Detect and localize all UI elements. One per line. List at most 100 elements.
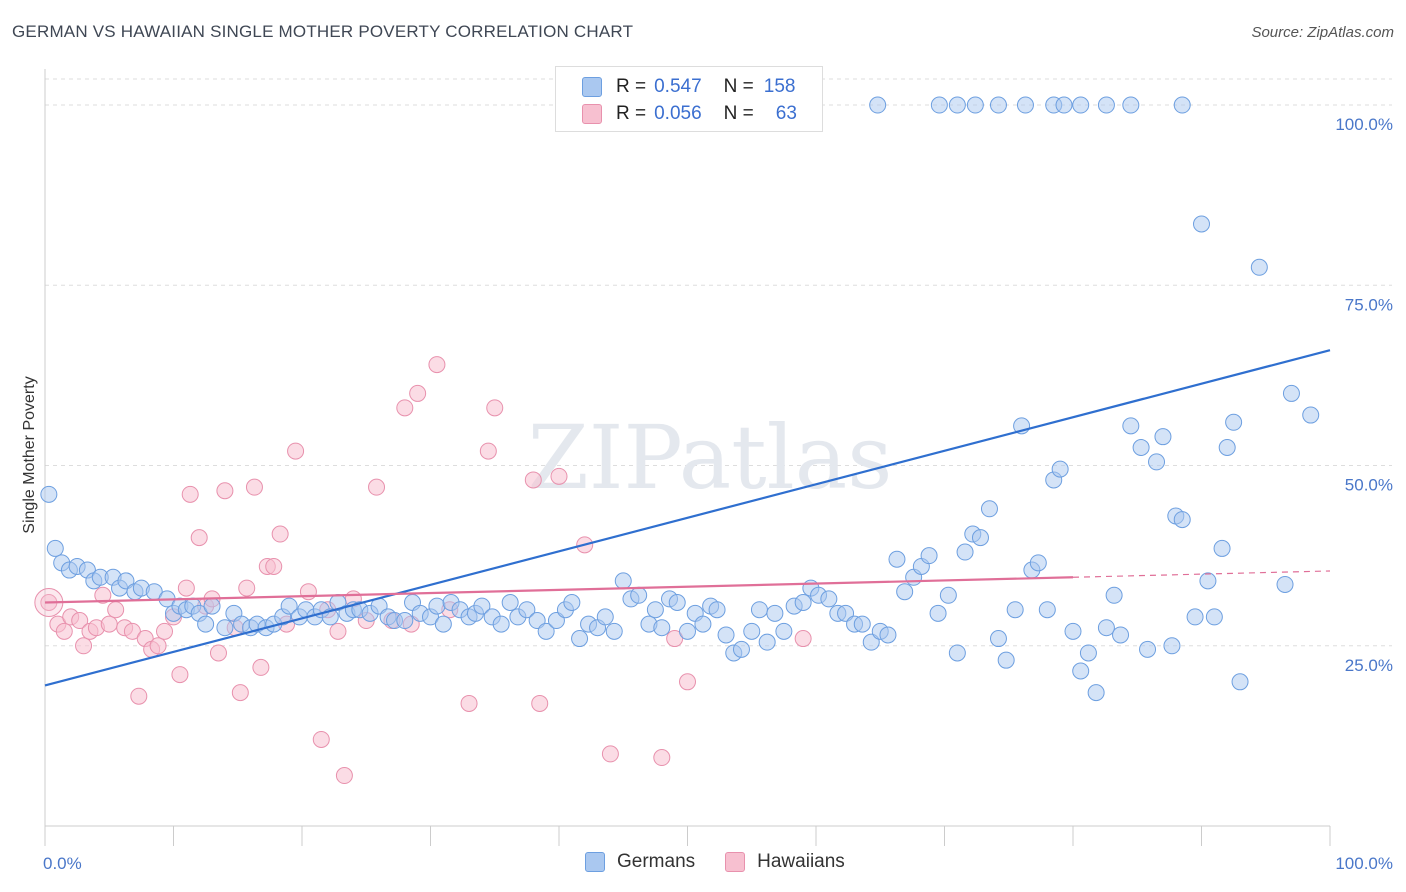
germans-point (708, 601, 726, 619)
hawaiians-point (209, 644, 227, 662)
hawaiians-point (335, 767, 353, 785)
germans-point (596, 608, 614, 626)
germans-point (1282, 384, 1300, 402)
hawaiians-point (679, 673, 696, 691)
hawaiians-point (55, 622, 73, 640)
legend-item-hawaiians[interactable]: Hawaiians (725, 851, 845, 873)
hawaiians-point (216, 482, 234, 500)
hawaiians-point (368, 478, 386, 496)
germans-point (1055, 96, 1073, 114)
hawaiians-point (299, 583, 317, 601)
hawaiians-n-label: N = (723, 103, 754, 124)
axes (44, 69, 1331, 846)
hawaiians-point (231, 684, 249, 702)
y-axis-label: Single Mother Poverty (21, 376, 38, 533)
legend-row-hawaiians: R = 0.056 N = 63 (582, 101, 797, 127)
hawaiians-point (666, 630, 684, 648)
hawaiians-point (794, 630, 812, 648)
germans-point (920, 547, 938, 565)
germans-point (1072, 662, 1090, 680)
germans-point (1038, 601, 1056, 619)
germans-legend-swatch (585, 852, 605, 872)
germans-point (948, 644, 966, 662)
legend-item-germans[interactable]: Germans (585, 851, 695, 873)
germans-point (1193, 215, 1210, 233)
germans-n-value: 158 (763, 76, 796, 97)
germans-point (1213, 539, 1231, 557)
germans-point (980, 500, 998, 518)
hawaiians-point (312, 730, 330, 748)
germans-point (1231, 673, 1249, 691)
x-tick-label-max: 100.0% (1335, 854, 1393, 873)
germans-point (1087, 684, 1105, 702)
y-tick-label: 100.0% (1335, 115, 1393, 134)
y-tick-label: 25.0% (1345, 656, 1393, 675)
germans-point (1173, 96, 1191, 114)
germans-point (694, 615, 712, 633)
germans-point (434, 615, 452, 633)
grid-lines (45, 78, 1392, 647)
germans-point (794, 594, 812, 612)
hawaiians-trend-line (44, 576, 1074, 604)
germans-point (1105, 586, 1123, 604)
germans-point (614, 572, 632, 590)
hawaiians-point (653, 749, 671, 767)
germans-point (518, 601, 536, 619)
y-tick-label: 75.0% (1345, 295, 1393, 314)
germans-point (732, 640, 750, 658)
germans-point (775, 622, 793, 640)
germans-point (1051, 460, 1069, 478)
germans-point (1122, 96, 1140, 114)
germans-point (1276, 575, 1294, 593)
germans-point (646, 601, 664, 619)
hawaiians-point (75, 637, 93, 655)
germans-point (758, 633, 776, 651)
germans-point (1218, 439, 1236, 456)
germans-point (888, 550, 906, 568)
germans-point (1302, 406, 1320, 424)
germans-point (896, 583, 914, 601)
trend-lines (44, 349, 1331, 687)
germans-legend-label: Germans (617, 851, 696, 872)
hawaiians-point (149, 637, 167, 655)
hawaiians-point (271, 525, 289, 543)
chart-title: GERMAN VS HAWAIIAN SINGLE MOTHER POVERTY… (12, 22, 634, 41)
source-label: Source: ZipAtlas.com (1251, 24, 1394, 41)
hawaiians-r-value: 0.056 (654, 103, 702, 124)
germans-point (197, 615, 215, 633)
germans-point (971, 529, 989, 547)
germans-points (40, 96, 1320, 702)
germans-point (929, 604, 947, 622)
hawaiians-swatch (582, 104, 602, 124)
hawaiians-legend-label: Hawaiians (757, 851, 845, 872)
germans-point (280, 597, 298, 615)
germans-point (396, 612, 414, 630)
germans-point (1132, 439, 1150, 456)
hawaiians-point (177, 579, 195, 597)
hawaiians-point (601, 745, 619, 763)
germans-point (473, 597, 491, 615)
hawaiians-r-label: R = (616, 103, 647, 124)
germans-point (1154, 428, 1172, 446)
x-tick-label-min: 0.0% (43, 854, 82, 873)
hawaiians-point (329, 622, 347, 640)
hawaiians-point (252, 658, 270, 676)
germans-point (1072, 96, 1090, 114)
hawaiians-point (409, 384, 427, 402)
germans-point (203, 597, 221, 615)
germans-point (679, 622, 696, 640)
germans-point (939, 586, 957, 604)
hawaiians-point (181, 485, 199, 503)
germans-point (930, 96, 948, 114)
germans-point (1139, 640, 1157, 658)
germans-point (216, 619, 234, 637)
hawaiians-point (245, 478, 263, 496)
germans-point (989, 630, 1007, 648)
hawaiians-point (265, 557, 283, 575)
germans-point (989, 96, 1007, 114)
germans-point (1079, 644, 1097, 662)
germans-point (956, 543, 974, 561)
hawaiians-point (396, 399, 414, 417)
germans-point (1148, 453, 1166, 471)
